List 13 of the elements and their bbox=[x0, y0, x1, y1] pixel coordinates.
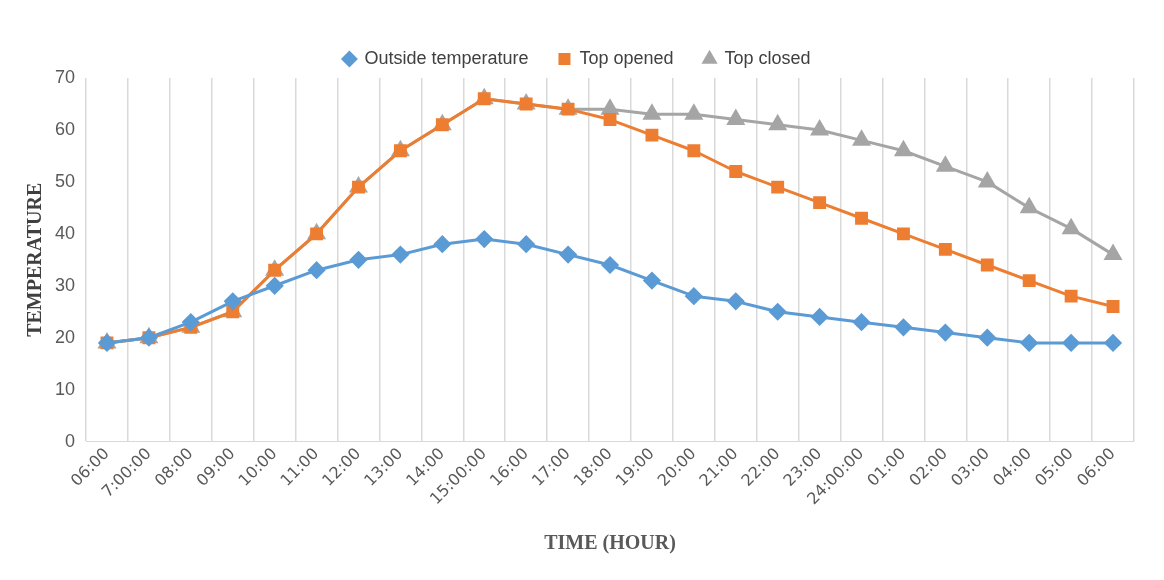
y-tick-label: 0 bbox=[65, 430, 76, 451]
legend-label: Top closed bbox=[724, 47, 811, 68]
y-tick-label: 10 bbox=[54, 378, 76, 399]
legend-label: Top opened bbox=[579, 47, 674, 68]
legend-label: Outside temperature bbox=[364, 47, 529, 68]
y-tick-label: 20 bbox=[54, 326, 76, 347]
x-axis-title: TIME (HOUR) bbox=[544, 531, 676, 555]
y-tick-label: 60 bbox=[54, 118, 76, 139]
y-tick-label: 70 bbox=[54, 66, 76, 87]
y-tick-label: 40 bbox=[54, 222, 76, 243]
y-tick-label: 50 bbox=[54, 170, 76, 191]
y-axis-title: TEMPERATURE bbox=[23, 182, 46, 337]
y-tick-label: 30 bbox=[54, 274, 76, 295]
